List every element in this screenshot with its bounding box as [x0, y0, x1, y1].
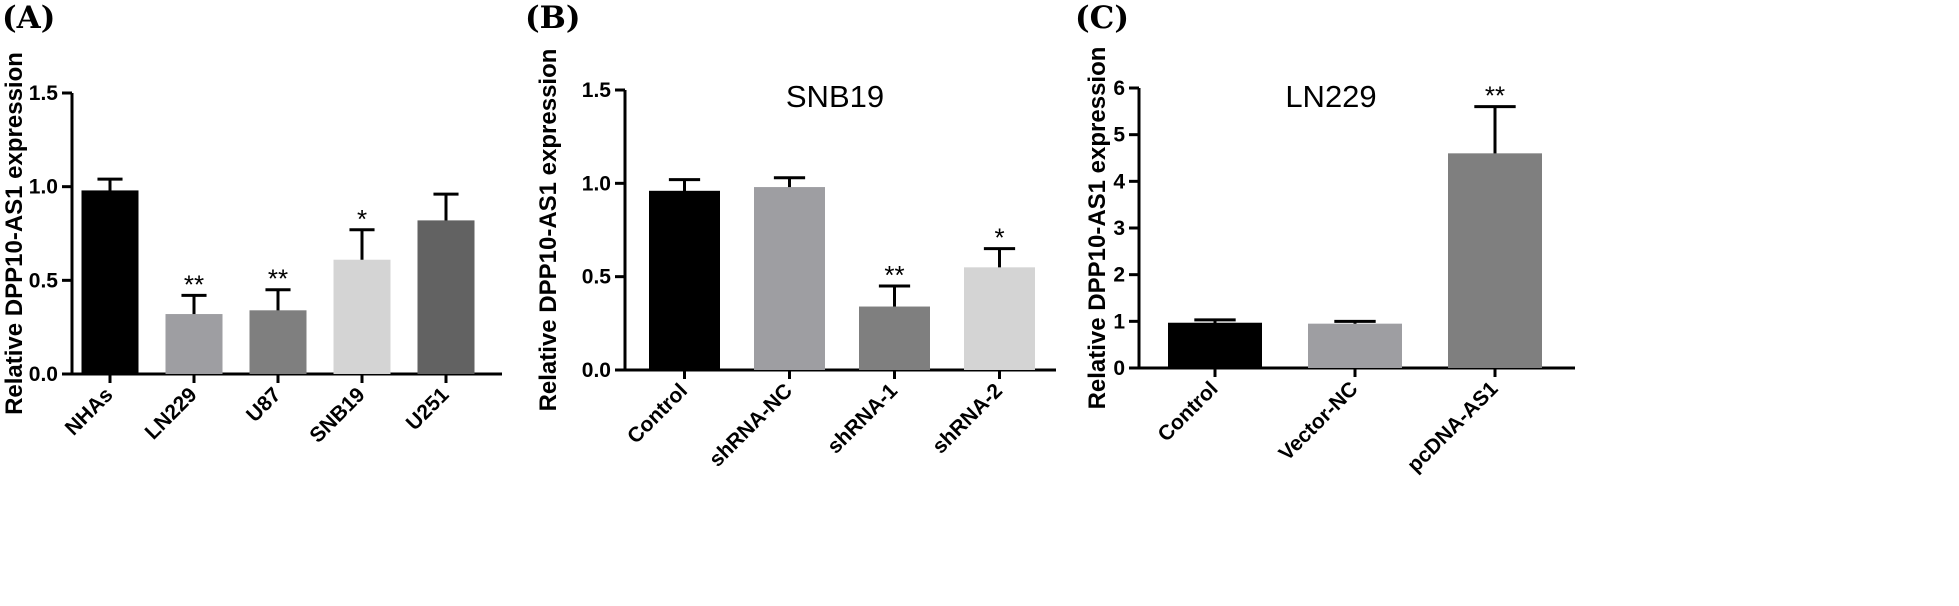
x-tick-label: Control	[623, 379, 692, 448]
y-axis-label: Relative DPP10-AS1 expression	[1, 52, 28, 415]
panel-2: (B) Relative DPP10-AS1 expression SNB19 0.0…	[525, 0, 1056, 471]
panel-letter: (B)	[525, 0, 581, 36]
bar-snb19	[333, 259, 391, 374]
y-tick-label: 6	[1113, 77, 1125, 100]
bar-control	[1168, 322, 1262, 368]
x-tick-label: shRNA-2	[928, 379, 1007, 458]
y-tick-label: 0.0	[29, 363, 58, 386]
x-tick-label: Vector-NC	[1274, 377, 1362, 465]
y-tick-label: 0.5	[582, 266, 612, 289]
x-tick-label: U251	[402, 383, 454, 435]
bar-u251	[417, 220, 475, 374]
y-axis-label: Relative DPP10-AS1 expression	[535, 49, 562, 412]
x-tick-label: U87	[242, 383, 286, 427]
panel-1: (A) Relative DPP10-AS1 expression 0.0 0.5 1.…	[1, 0, 502, 447]
x-tick-label: shRNA-NC	[705, 379, 797, 471]
significance-marker: *	[994, 223, 1004, 253]
bar-shrna-1	[859, 306, 930, 370]
significance-marker: **	[1485, 81, 1505, 111]
significance-marker: **	[184, 269, 204, 299]
bar-vector-nc	[1308, 323, 1402, 368]
y-tick-label: 0	[1113, 357, 1125, 380]
x-tick-label: NHAs	[61, 383, 118, 440]
x-tick-label: LN229	[141, 383, 202, 444]
y-tick-label: 1	[1113, 310, 1125, 333]
significance-marker: **	[884, 260, 904, 290]
y-tick-label: 4	[1113, 170, 1125, 193]
x-tick-label: SNB19	[305, 383, 369, 447]
panel-letter: (A)	[2, 0, 55, 36]
significance-marker: **	[268, 264, 288, 294]
bar-control	[649, 190, 720, 370]
y-tick-label: 1.5	[582, 79, 612, 102]
y-tick-label: 0.0	[582, 359, 611, 382]
panel-letter: (C)	[1075, 0, 1129, 36]
bar-u87	[249, 310, 307, 374]
y-tick-label: 3	[1113, 217, 1125, 240]
y-tick-label: 1.0	[29, 176, 58, 199]
bar-shrna-2	[964, 267, 1035, 370]
x-tick-label: pcDNA-AS1	[1403, 377, 1503, 477]
y-tick-label: 2	[1113, 264, 1125, 287]
bar-pcdna-as1	[1448, 153, 1542, 368]
y-tick-label: 1.5	[29, 82, 59, 105]
bar-ln229	[165, 314, 223, 374]
y-tick-label: 1.0	[582, 172, 611, 195]
significance-marker: *	[357, 204, 367, 234]
chart-title: SNB19	[786, 79, 884, 114]
panel-3: (C) Relative DPP10-AS1 expression LN229 0 1 2…	[1075, 0, 1575, 477]
bar-shrna-nc	[754, 187, 825, 370]
x-tick-label: shRNA-1	[823, 379, 902, 458]
chart-title: LN229	[1285, 79, 1376, 114]
y-axis-label: Relative DPP10-AS1 expression	[1084, 47, 1111, 410]
x-tick-label: Control	[1153, 377, 1222, 446]
y-tick-label: 5	[1113, 124, 1125, 147]
bar-nhas	[81, 190, 139, 374]
y-tick-label: 0.5	[29, 269, 59, 292]
